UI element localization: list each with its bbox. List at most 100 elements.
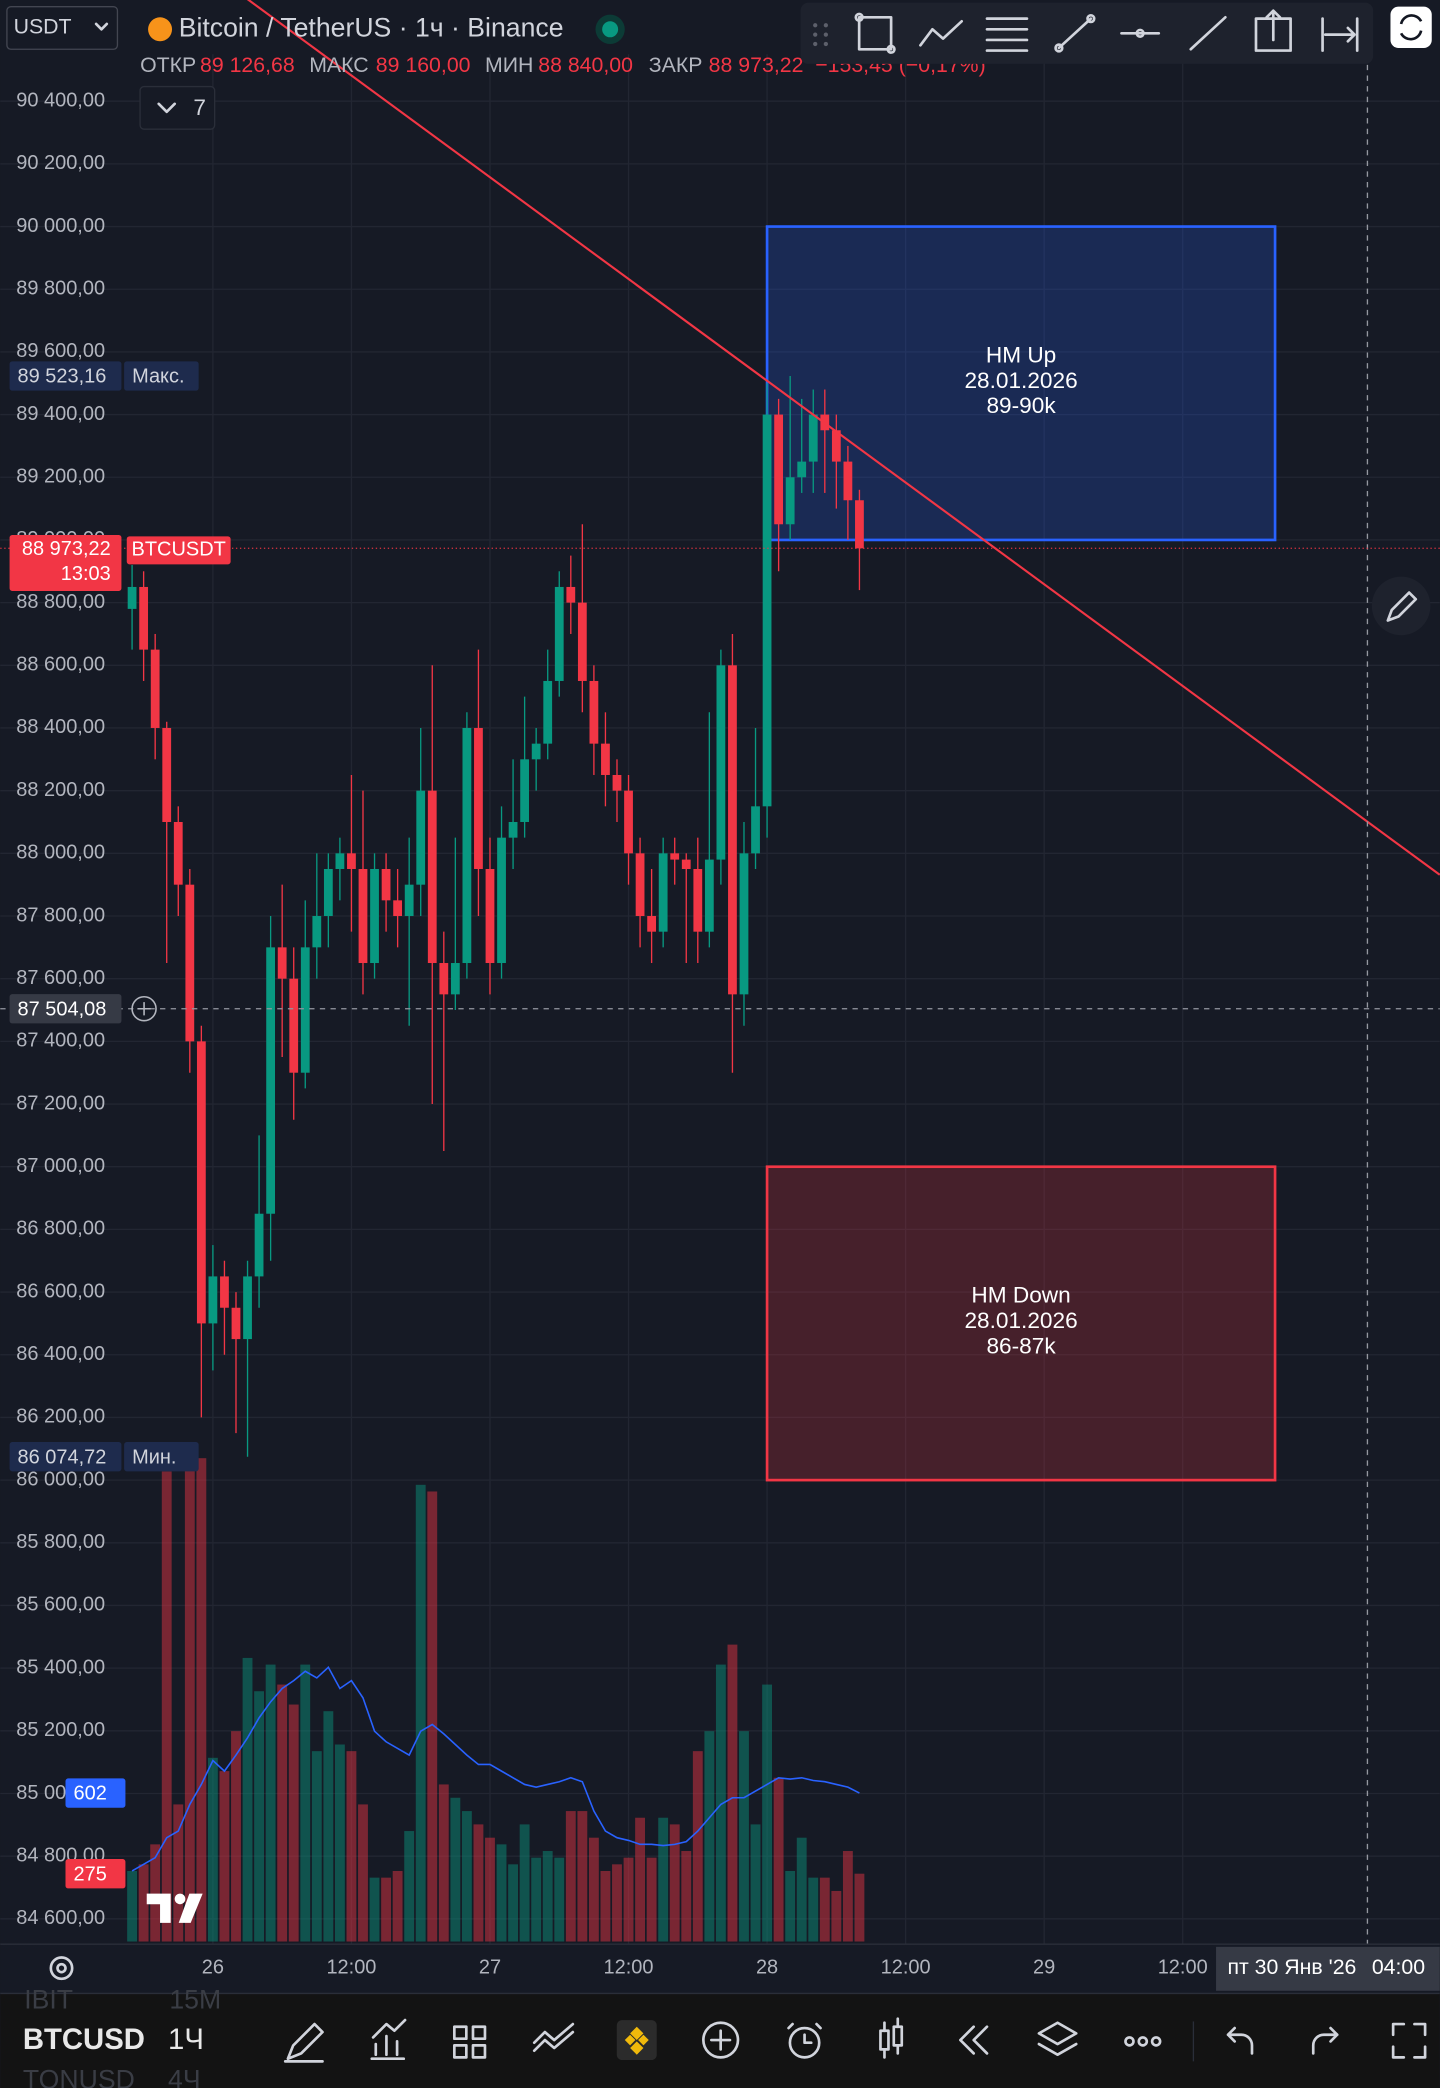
volume-bar: [323, 1711, 334, 1942]
toolbar-bg: [800, 2, 1374, 64]
volume: [127, 1458, 865, 1942]
x-tick-label: 12:00: [1158, 1956, 1208, 1978]
volume-bar: [542, 1851, 553, 1942]
ghost-symbol: TONUSD: [23, 2064, 135, 2088]
volume-bar: [842, 1851, 853, 1942]
candle-body: [185, 884, 195, 1042]
volume-bar: [646, 1857, 657, 1942]
bars-icon[interactable]: [879, 2017, 904, 2059]
layers-icon[interactable]: [1037, 2021, 1078, 2057]
candle-body: [797, 461, 807, 478]
candle-body: [139, 586, 149, 650]
indicators-toggle[interactable]: [139, 85, 216, 130]
y-tick-label: 88 600,00: [16, 654, 105, 676]
candle-body: [127, 586, 137, 609]
measure-tool[interactable]: [1321, 17, 1359, 52]
candle-body: [277, 947, 287, 979]
max-value-box: [9, 361, 122, 391]
ghost-symbol: IBIT: [24, 1984, 73, 2014]
candle-body: [323, 869, 333, 917]
candle-body: [670, 853, 680, 860]
fib-tool[interactable]: [985, 17, 1029, 52]
y-tick-label: 87 800,00: [16, 904, 105, 926]
trend-tool[interactable]: [1054, 13, 1096, 53]
volume-bar: [623, 1857, 634, 1942]
volume-bar: [288, 1704, 299, 1942]
volume-bar: [508, 1864, 519, 1942]
candle-body: [855, 500, 864, 549]
volume-bar: [219, 1771, 230, 1942]
candle-body: [531, 743, 541, 760]
candle-body: [658, 853, 668, 932]
undo-icon[interactable]: [1226, 2026, 1254, 2055]
volume-bar: [727, 1644, 738, 1942]
path-tool[interactable]: [919, 19, 964, 47]
volume-bar: [600, 1870, 611, 1942]
toolbar-toggle-icon: [1399, 14, 1423, 41]
volume-value-label: 275: [73, 1863, 106, 1885]
volume-bar: [854, 1873, 865, 1942]
y-tick-label: 86 200,00: [16, 1406, 105, 1428]
range-tool[interactable]: [1254, 9, 1292, 52]
volume-bar: [785, 1870, 796, 1942]
volume-bar: [438, 1784, 449, 1942]
ray-tool[interactable]: [1189, 15, 1227, 51]
ma-value-box: [65, 1778, 126, 1808]
candle-body: [266, 947, 276, 1214]
hline-tool[interactable]: [1120, 28, 1161, 38]
volume-ma: [131, 1666, 860, 1872]
pencil-button[interactable]: [1371, 576, 1431, 636]
volume-ma-line: [131, 1666, 860, 1872]
candle-body: [300, 947, 310, 1073]
replay-icon[interactable]: [959, 2025, 989, 2055]
candle-body: [751, 806, 760, 854]
settings-icon[interactable]: [49, 1956, 74, 1981]
toolbar-toggle[interactable]: [1390, 6, 1432, 48]
fullscreen-icon[interactable]: [1391, 2022, 1427, 2059]
rectangle-tool[interactable]: [854, 12, 896, 54]
y-tick-label: 85 600,00: [16, 1594, 105, 1616]
drag-handle[interactable]: [813, 23, 828, 47]
interval[interactable]: 1Ч: [168, 2023, 204, 2056]
candle-body: [231, 1307, 241, 1340]
min-value-label: 86 074,72: [18, 1446, 107, 1468]
ma-value-label: 602: [73, 1783, 106, 1805]
candle-body: [589, 680, 599, 744]
ohlc-value: 88 840,00: [538, 53, 633, 77]
grid: [0, 54, 1440, 1944]
y-tick-label: 89 800,00: [16, 278, 105, 300]
symbol[interactable]: BTCUSD: [23, 2023, 145, 2056]
indicators-icon[interactable]: [370, 2018, 407, 2061]
y-tick-label: 87 000,00: [16, 1155, 105, 1177]
x-tick-label: 28: [756, 1956, 778, 1978]
volume-value-box: [65, 1859, 126, 1889]
candle-body: [347, 853, 356, 870]
volume-bar: [762, 1684, 773, 1942]
y-tick-label: 87 200,00: [16, 1092, 105, 1114]
alert-icon[interactable]: [787, 2022, 822, 2059]
volume-bar: [184, 1464, 195, 1942]
volume-bar: [739, 1731, 749, 1942]
candle-body: [485, 869, 495, 964]
more-icon[interactable]: [1124, 2036, 1162, 2047]
coin-icon: [148, 17, 173, 42]
volume-bar: [427, 1491, 438, 1942]
logo: [146, 1893, 203, 1923]
min-label: Мин.: [132, 1446, 176, 1468]
zone-label: 89-90k: [986, 393, 1056, 418]
draw-icon[interactable]: [283, 2022, 324, 2063]
zone-label: 28.01.2026: [964, 1308, 1077, 1333]
compare-icon[interactable]: [532, 2022, 575, 2053]
symbol-select[interactable]: [6, 5, 119, 50]
volume-bar: [704, 1731, 715, 1942]
add-icon[interactable]: [702, 2021, 740, 2059]
volume-bar: [150, 1844, 161, 1942]
max-box: [124, 361, 199, 391]
layout-icon[interactable]: [453, 2025, 487, 2059]
chart-title: Bitcoin / TetherUS · 1ч · Binance: [179, 12, 564, 42]
ghost-interval: 15M: [169, 1984, 221, 2014]
symbol-tag-box: [126, 536, 231, 565]
candle-body: [162, 727, 172, 822]
ohlc-key: ОТКР: [140, 53, 196, 77]
redo-icon[interactable]: [1311, 2026, 1339, 2055]
